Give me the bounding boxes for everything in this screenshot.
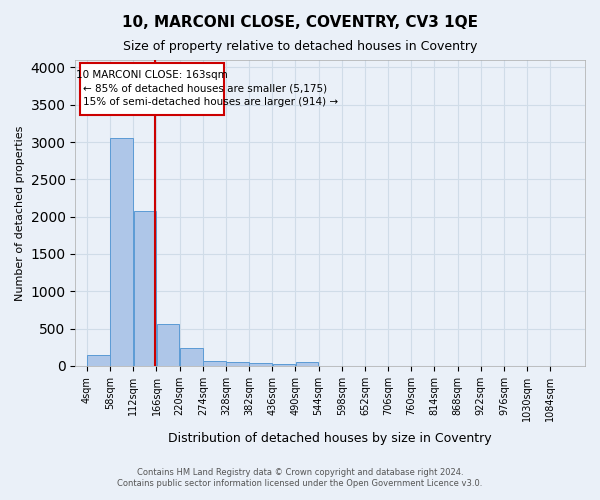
Bar (180, 348, 203, 366)
Bar (272, 364, 295, 366)
X-axis label: Distribution of detached houses by size in Coventry: Distribution of detached houses by size … (169, 432, 492, 445)
Text: 10, MARCONI CLOSE, COVENTRY, CV3 1QE: 10, MARCONI CLOSE, COVENTRY, CV3 1QE (122, 15, 478, 30)
Text: Size of property relative to detached houses in Coventry: Size of property relative to detached ho… (123, 40, 477, 53)
Bar (296, 362, 319, 366)
Text: 10 MARCONI CLOSE: 163sqm: 10 MARCONI CLOSE: 163sqm (76, 70, 228, 80)
Bar (110, 138, 133, 366)
Text: Contains HM Land Registry data © Crown copyright and database right 2024.
Contai: Contains HM Land Registry data © Crown c… (118, 468, 482, 487)
Bar (87, 354, 110, 366)
FancyBboxPatch shape (80, 63, 224, 115)
Y-axis label: Number of detached properties: Number of detached properties (15, 126, 25, 300)
Bar (250, 363, 272, 366)
Bar (134, 212, 156, 366)
Text: ← 85% of detached houses are smaller (5,175): ← 85% of detached houses are smaller (5,… (83, 83, 327, 93)
Text: 15% of semi-detached houses are larger (914) →: 15% of semi-detached houses are larger (… (83, 96, 338, 106)
Bar (157, 324, 179, 366)
Bar (203, 360, 226, 366)
Bar (226, 362, 249, 366)
